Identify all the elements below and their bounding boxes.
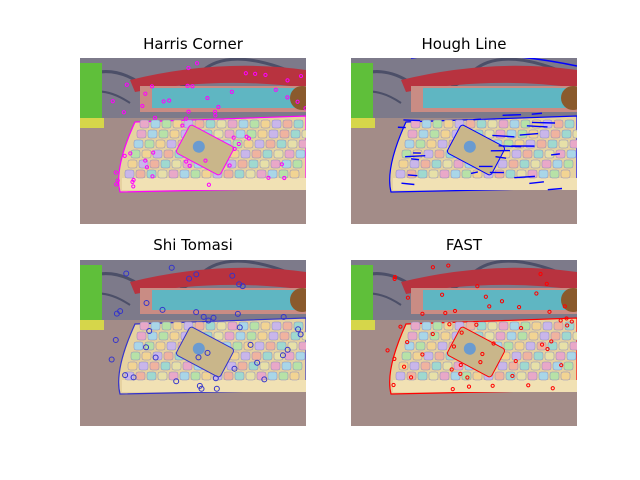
panel-title-shi-tomasi: Shi Tomasi bbox=[153, 236, 233, 254]
scene-svg bbox=[351, 260, 577, 426]
harris-corner-image bbox=[80, 58, 306, 224]
scene-svg bbox=[80, 260, 306, 426]
panel-title-fast: FAST bbox=[445, 236, 483, 254]
fast-image bbox=[351, 260, 577, 426]
shi-tomasi-image bbox=[80, 260, 306, 426]
scene-svg bbox=[80, 58, 306, 224]
panel-title-harris: Harris Corner bbox=[143, 35, 243, 53]
hough-line-image bbox=[351, 58, 577, 224]
scene-svg bbox=[351, 58, 577, 224]
panel-title-hough: Hough Line bbox=[421, 35, 507, 53]
